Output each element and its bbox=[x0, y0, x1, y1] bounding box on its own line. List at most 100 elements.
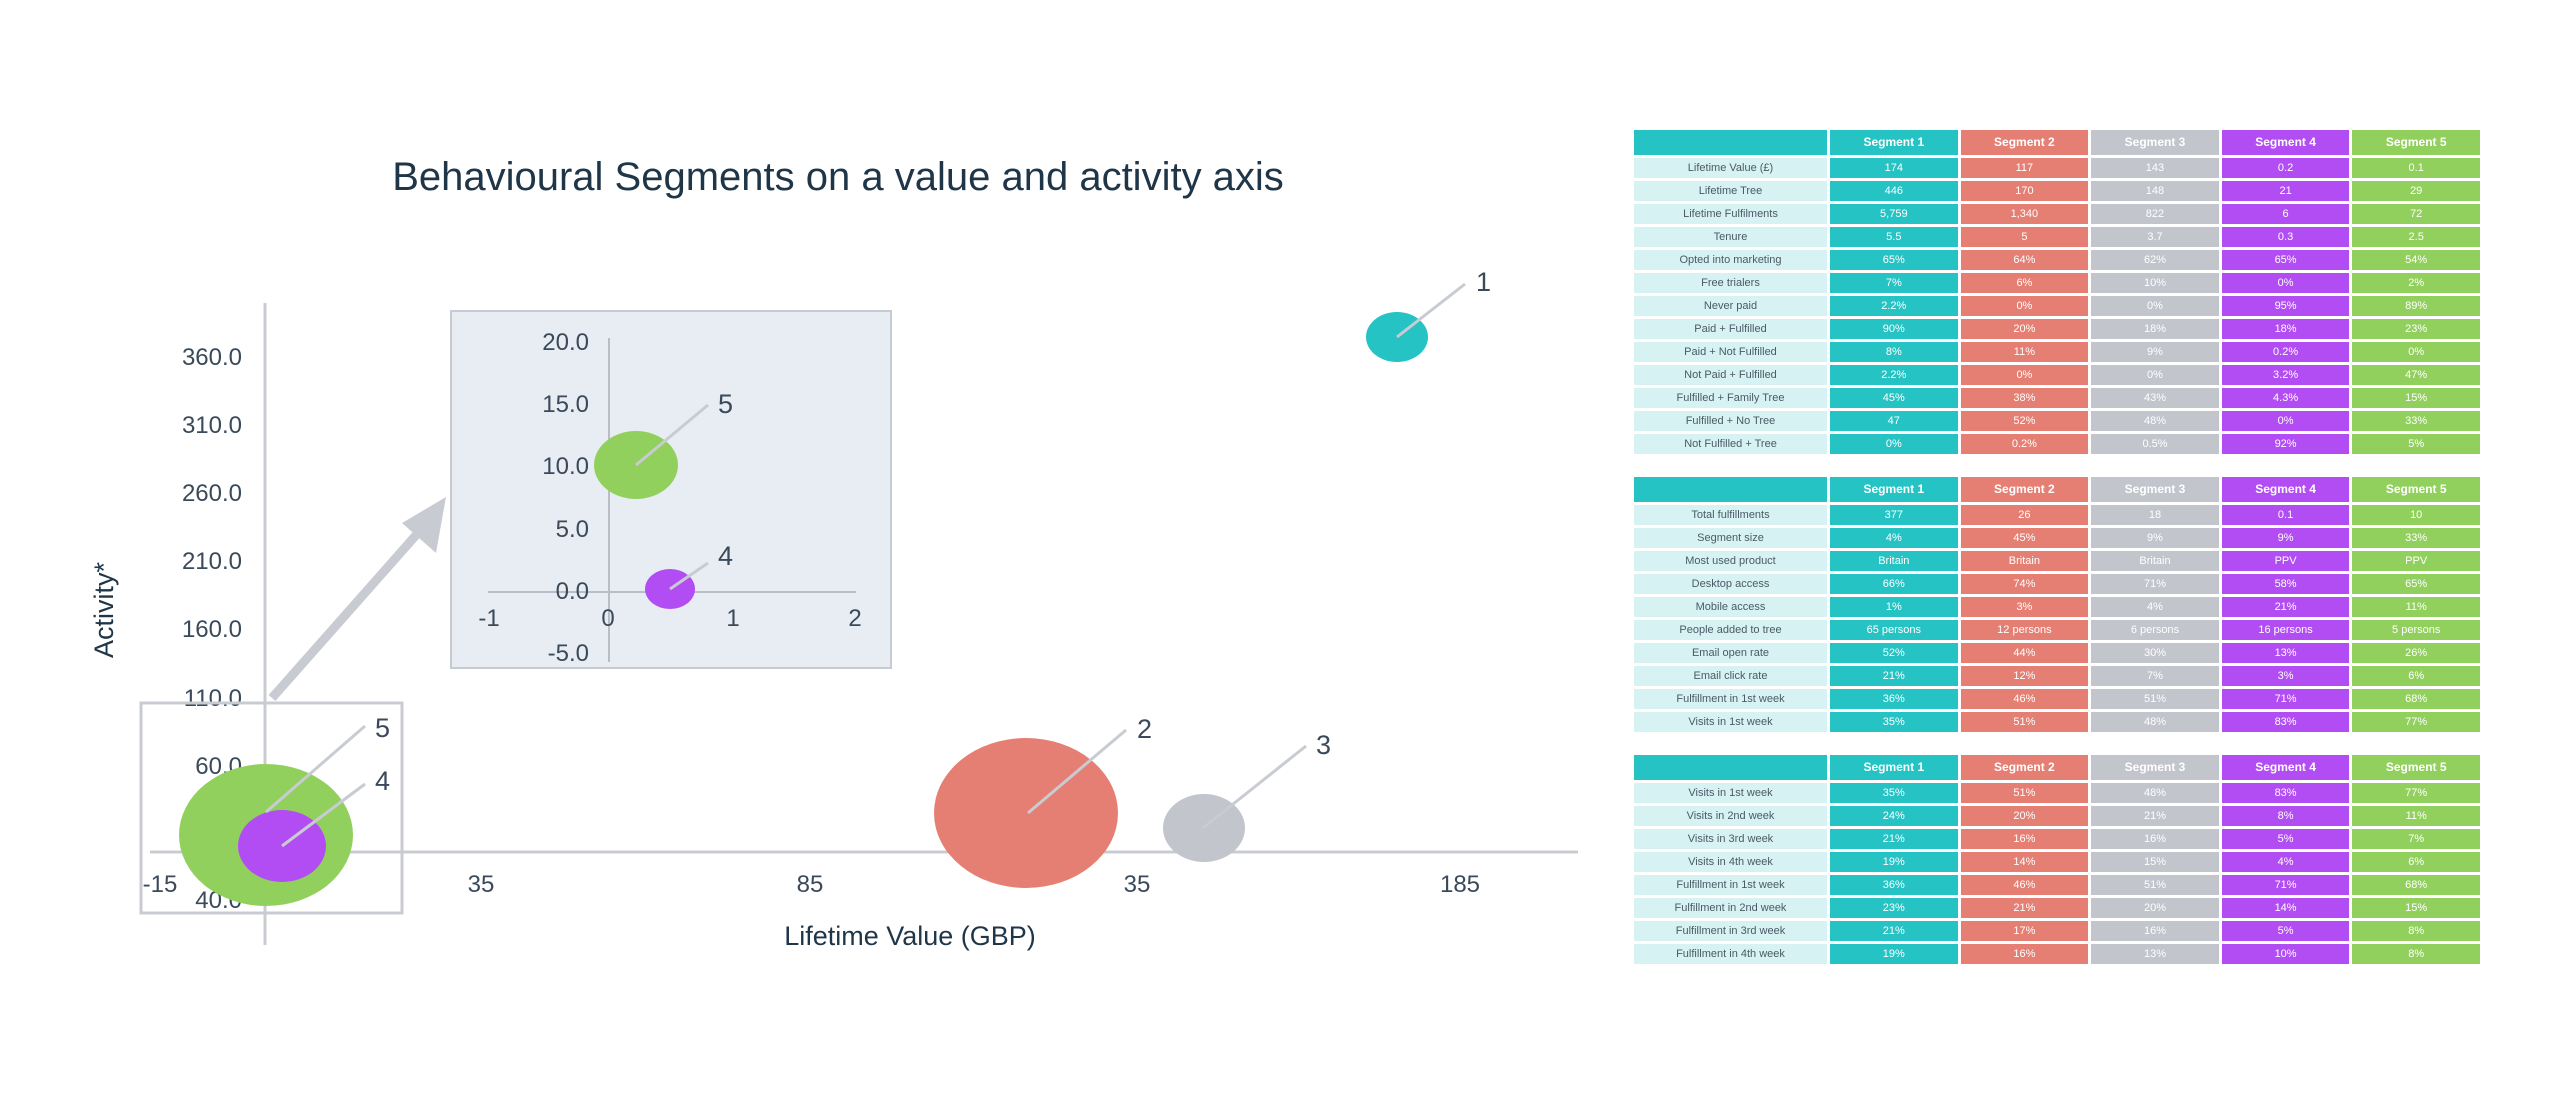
cell-segment-1: 2.2% bbox=[1830, 296, 1958, 316]
leader-line bbox=[265, 724, 366, 814]
cell-segment-4: 14% bbox=[2221, 898, 2350, 918]
cell-segment-3: 148 bbox=[2091, 181, 2219, 201]
cell-segment-1: 446 bbox=[1830, 181, 1958, 201]
cell-segment-4: 0% bbox=[2221, 411, 2350, 431]
row-label: Total fulfillments bbox=[1634, 505, 1827, 525]
cell-segment-5: 11% bbox=[2352, 597, 2480, 617]
cell-segment-5: 47% bbox=[2352, 365, 2480, 385]
cell-segment-2: 11% bbox=[1960, 342, 2089, 362]
bubble-label: 5 bbox=[718, 389, 733, 419]
x-tick-label: 35 bbox=[1124, 871, 1151, 898]
cell-segment-3: 16% bbox=[2091, 829, 2219, 849]
inset-y-tick-label: 10.0 bbox=[542, 453, 589, 480]
header-corner bbox=[1634, 755, 1827, 780]
header-segment-5: Segment 5 bbox=[2352, 130, 2480, 155]
zoom-arrow-head bbox=[402, 497, 446, 553]
row-label: Email open rate bbox=[1634, 643, 1827, 663]
inset-x-tick-label: 1 bbox=[726, 605, 739, 632]
cell-segment-4: 13% bbox=[2221, 643, 2350, 663]
cell-segment-5: 23% bbox=[2352, 319, 2480, 339]
table-header-row: Segment 1 Segment 2 Segment 3 Segment 4 Segm… bbox=[1634, 130, 2480, 155]
table-row: Fulfillment in 3rd week 21% 17% 16% 5% 8% bbox=[1634, 921, 2480, 941]
cell-segment-5: 77% bbox=[2352, 712, 2480, 732]
cell-segment-3: 0% bbox=[2091, 296, 2219, 316]
row-label: People added to tree bbox=[1634, 620, 1827, 640]
y-tick-label: 110.0 bbox=[184, 685, 242, 712]
table-row: Free trialers 7% 6% 10% 0% 2% bbox=[1634, 273, 2480, 293]
row-label: Lifetime Tree bbox=[1634, 181, 1827, 201]
cell-segment-5: 77% bbox=[2352, 783, 2480, 803]
cell-segment-1: 21% bbox=[1830, 829, 1958, 849]
table-header-row: Segment 1 Segment 2 Segment 3 Segment 4 Segm… bbox=[1634, 477, 2480, 502]
x-tick-label: 185 bbox=[1440, 871, 1480, 898]
cell-segment-3: 62% bbox=[2091, 250, 2219, 270]
cell-segment-1: Britain bbox=[1830, 551, 1958, 571]
cell-segment-2: 74% bbox=[1960, 574, 2089, 594]
cell-segment-4: 65% bbox=[2221, 250, 2350, 270]
table-row: Tenure 5.5 5 3.7 0.3 2.5 bbox=[1634, 227, 2480, 247]
cell-segment-4: 21 bbox=[2221, 181, 2350, 201]
cell-segment-2: Britain bbox=[1960, 551, 2089, 571]
cell-segment-5: 0% bbox=[2352, 342, 2480, 362]
zoom-region-box bbox=[139, 701, 404, 915]
cell-segment-2: 38% bbox=[1960, 388, 2089, 408]
header-corner bbox=[1634, 477, 1827, 502]
cell-segment-4: 0.1 bbox=[2221, 505, 2350, 525]
row-label: Email click rate bbox=[1634, 666, 1827, 686]
segment-tables: Segment 1 Segment 2 Segment 3 Segment 4 Segm… bbox=[1634, 127, 2480, 984]
cell-segment-1: 45% bbox=[1830, 388, 1958, 408]
x-tick-labels: -15 35 85 35 185 bbox=[143, 871, 1480, 898]
cell-segment-1: 19% bbox=[1830, 852, 1958, 872]
leader-line bbox=[281, 782, 366, 848]
cell-segment-4: 92% bbox=[2221, 434, 2350, 454]
cell-segment-2: 1,340 bbox=[1960, 204, 2089, 224]
table-row: Desktop access 66% 74% 71% 58% 65% bbox=[1634, 574, 2480, 594]
row-label: Fulfillment in 3rd week bbox=[1634, 921, 1827, 941]
table-row: Visits in 3rd week 21% 16% 16% 5% 7% bbox=[1634, 829, 2480, 849]
cell-segment-5: 8% bbox=[2352, 921, 2480, 941]
cell-segment-3: 51% bbox=[2091, 875, 2219, 895]
cell-segment-5: 68% bbox=[2352, 875, 2480, 895]
y-tick-label: 360.0 bbox=[182, 344, 242, 371]
cell-segment-3: 18 bbox=[2091, 505, 2219, 525]
inset-x-tick-label: 2 bbox=[848, 605, 861, 632]
bubble-label: 4 bbox=[718, 541, 733, 571]
cell-segment-1: 1% bbox=[1830, 597, 1958, 617]
cell-segment-1: 35% bbox=[1830, 783, 1958, 803]
table-row: Fulfillment in 1st week 36% 46% 51% 71% 68% bbox=[1634, 875, 2480, 895]
cell-segment-5: 2% bbox=[2352, 273, 2480, 293]
row-label: Fulfillment in 2nd week bbox=[1634, 898, 1827, 918]
cell-segment-4: 0% bbox=[2221, 273, 2350, 293]
y-tick-label: 210.0 bbox=[182, 548, 242, 575]
y-tick-label: 310.0 bbox=[182, 412, 242, 439]
header-segment-3: Segment 3 bbox=[2091, 130, 2219, 155]
cell-segment-2: 6% bbox=[1960, 273, 2089, 293]
cell-segment-3: 30% bbox=[2091, 643, 2219, 663]
inset-y-tick-label: -5.0 bbox=[548, 640, 589, 667]
cell-segment-5: 5 persons bbox=[2352, 620, 2480, 640]
cell-segment-5: 65% bbox=[2352, 574, 2480, 594]
table-row: Paid + Not Fulfilled 8% 11% 9% 0.2% 0% bbox=[1634, 342, 2480, 362]
cell-segment-2: 20% bbox=[1960, 319, 2089, 339]
cell-segment-3: 0% bbox=[2091, 365, 2219, 385]
cell-segment-2: 0.2% bbox=[1960, 434, 2089, 454]
leader-line bbox=[669, 561, 709, 591]
cell-segment-5: PPV bbox=[2352, 551, 2480, 571]
cell-segment-5: 2.5 bbox=[2352, 227, 2480, 247]
cell-segment-1: 5.5 bbox=[1830, 227, 1958, 247]
y-tick-label: 260.0 bbox=[182, 480, 242, 507]
table-row: Segment size 4% 45% 9% 9% 33% bbox=[1634, 528, 2480, 548]
leader-line bbox=[1027, 728, 1127, 815]
row-label: Never paid bbox=[1634, 296, 1827, 316]
inset-y-tick-label: 5.0 bbox=[556, 516, 589, 543]
cell-segment-2: 17% bbox=[1960, 921, 2089, 941]
header-segment-1: Segment 1 bbox=[1830, 130, 1958, 155]
cell-segment-3: 71% bbox=[2091, 574, 2219, 594]
cell-segment-5: 15% bbox=[2352, 898, 2480, 918]
cell-segment-3: 15% bbox=[2091, 852, 2219, 872]
row-label: Desktop access bbox=[1634, 574, 1827, 594]
row-label: Fulfilled + No Tree bbox=[1634, 411, 1827, 431]
cell-segment-4: 3% bbox=[2221, 666, 2350, 686]
cell-segment-3: 9% bbox=[2091, 342, 2219, 362]
cell-segment-5: 11% bbox=[2352, 806, 2480, 826]
